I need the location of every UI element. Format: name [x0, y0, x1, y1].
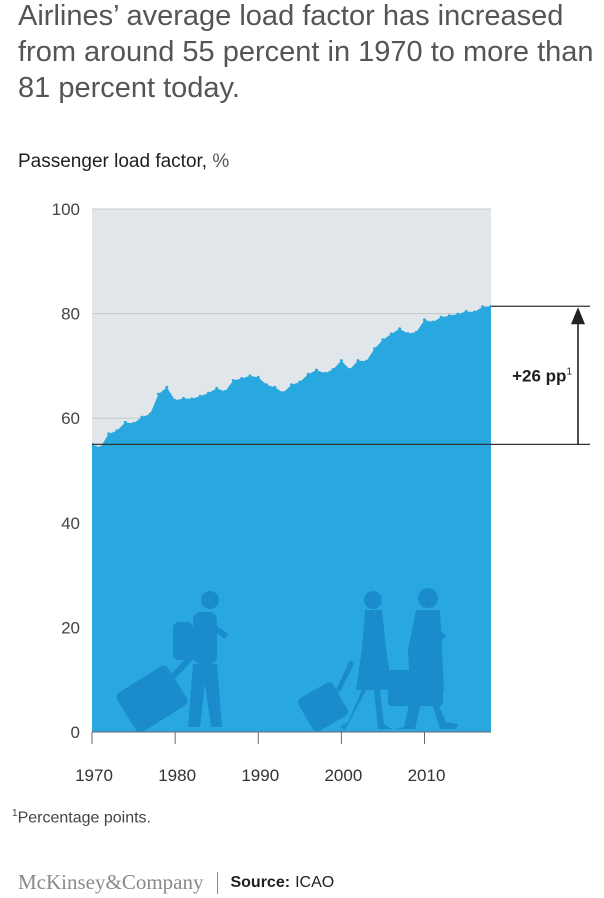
data-point-1973 [115, 429, 119, 433]
data-point-1987 [231, 379, 235, 383]
headline: Airlines’ average load factor has increa… [18, 0, 594, 104]
data-point-2018 [489, 304, 491, 308]
x-axis: 1970 1980 1990 2000 2010 [75, 731, 491, 785]
footer-divider [217, 871, 219, 894]
change-label-marker: 1 [566, 366, 572, 377]
data-point-1988 [240, 376, 244, 380]
source-value: ICAO [295, 873, 335, 891]
traveler-silhouettes [116, 588, 458, 732]
data-point-1995 [298, 380, 302, 384]
data-point-1996 [306, 372, 310, 376]
subtitle-unit: % [212, 151, 230, 172]
data-point-1971 [98, 445, 102, 449]
data-point-1976 [140, 415, 144, 419]
data-point-1991 [265, 383, 269, 387]
data-point-2012 [439, 315, 443, 319]
data-point-2004 [373, 347, 377, 351]
y-tick-label-40: 40 [61, 514, 80, 533]
data-point-2014 [456, 312, 460, 316]
data-point-1994 [290, 383, 293, 387]
x-tick-label-2010: 2010 [408, 766, 446, 785]
data-point-1986 [223, 390, 227, 394]
data-point-1980 [173, 398, 177, 402]
x-tick-label-1970: 1970 [75, 766, 113, 785]
data-point-2002 [356, 359, 360, 363]
data-point-1982 [190, 397, 194, 401]
data-point-2006 [389, 332, 393, 336]
footnote-marker: 1 [12, 808, 18, 819]
change-arrow-head [571, 307, 585, 325]
data-point-1992 [273, 385, 277, 389]
data-point-2015 [464, 310, 468, 314]
data-point-1979 [165, 385, 169, 389]
data-point-1981 [181, 396, 185, 400]
y-tick-label-100: 100 [52, 200, 80, 219]
footnote-text: Percentage points. [17, 809, 151, 827]
data-point-2003 [364, 359, 368, 363]
footer: McKinsey&Company Source: ICAO [18, 870, 334, 895]
data-point-1977 [148, 412, 152, 416]
data-point-2000 [339, 359, 343, 363]
footnote: 1Percentage points. [12, 808, 151, 827]
y-tick-label-20: 20 [61, 618, 80, 637]
traveler-man-silhouette [388, 588, 458, 729]
data-point-1974 [123, 420, 127, 424]
data-point-1989 [248, 374, 252, 378]
subtitle-label: Passenger load factor, [18, 151, 208, 172]
data-point-2008 [406, 331, 410, 335]
data-point-2007 [398, 327, 402, 331]
x-tick-label-1980: 1980 [158, 766, 196, 785]
data-point-2016 [472, 310, 476, 314]
y-tick-label-0: 0 [71, 723, 80, 742]
brand-logo: McKinsey&Company [18, 870, 204, 894]
chart-subtitle: Passenger load factor, % [18, 151, 229, 173]
data-point-2009 [414, 330, 418, 334]
data-point-1999 [331, 368, 335, 372]
data-point-1975 [132, 421, 136, 425]
reference-baseline-group [92, 305, 590, 446]
data-point-1997 [314, 368, 318, 372]
traveler-backpack-silhouette [116, 591, 228, 732]
data-point-1984 [206, 391, 210, 395]
y-tick-label-80: 80 [61, 305, 80, 324]
data-point-2013 [447, 314, 451, 318]
change-label: +26 pp1 [512, 366, 572, 385]
data-point-1998 [323, 371, 327, 375]
data-point-2010 [423, 318, 426, 322]
data-point-1993 [281, 391, 285, 395]
x-tick-label-1990: 1990 [241, 766, 279, 785]
y-tick-label-60: 60 [61, 409, 80, 428]
traveler-woman-silhouette [298, 591, 392, 732]
data-point-1972 [107, 432, 111, 436]
data-point-1990 [256, 375, 260, 379]
source-label: Source: [230, 873, 291, 891]
data-point-2005 [381, 338, 385, 342]
data-point-2011 [431, 320, 435, 324]
data-point-1978 [157, 392, 160, 396]
data-point-1985 [215, 386, 219, 390]
data-point-1983 [198, 394, 202, 398]
data-point-2001 [348, 368, 352, 372]
data-point-2017 [481, 305, 485, 309]
x-tick-label-2000: 2000 [324, 766, 362, 785]
change-annotation: +26 pp1 [512, 307, 585, 445]
